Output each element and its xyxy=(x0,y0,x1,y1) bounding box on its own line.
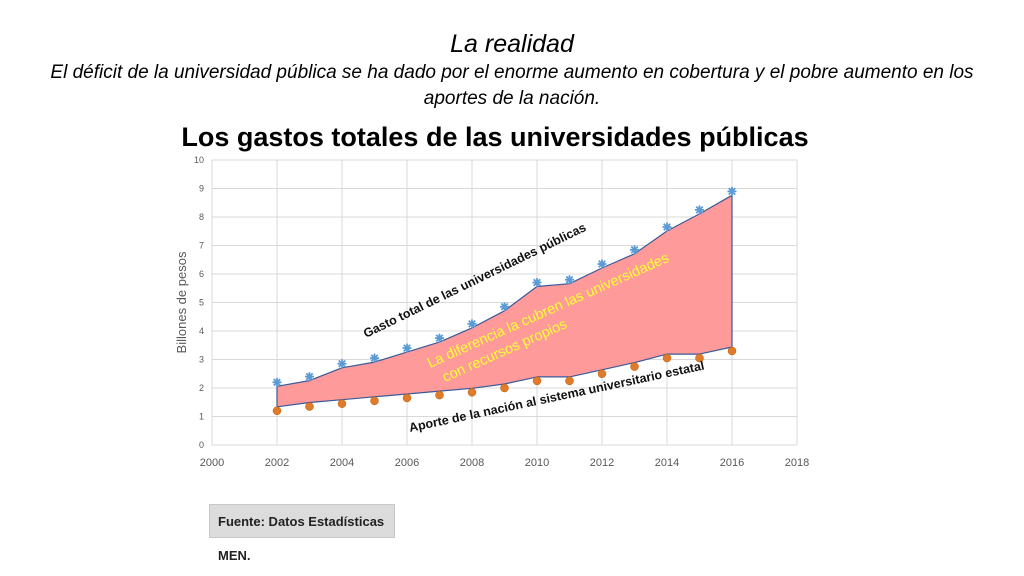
slide-title: La realidad xyxy=(450,30,574,58)
gasto-total-point xyxy=(272,377,282,387)
aporte-point xyxy=(597,369,607,378)
y-tick-label: 7 xyxy=(199,241,204,251)
aporte-point xyxy=(695,353,704,363)
y-axis-label: Billones de pesos xyxy=(174,251,189,353)
aporte-point xyxy=(435,390,444,400)
aporte-point xyxy=(500,383,509,393)
aporte-point xyxy=(532,376,542,386)
aporte-point xyxy=(630,362,639,371)
aporte-point xyxy=(305,402,314,411)
slide-subtitle: El déficit de la universidad pública se … xyxy=(50,62,974,109)
y-tick-label: 2 xyxy=(199,383,204,393)
aporte-point xyxy=(370,396,379,406)
x-tick-label: 2014 xyxy=(655,457,679,469)
x-tick-label: 2016 xyxy=(720,457,744,469)
x-tick-label: 2018 xyxy=(785,457,809,469)
y-tick-label: 6 xyxy=(199,269,204,279)
aporte-point xyxy=(272,406,282,416)
gasto-total-point xyxy=(597,259,607,269)
gasto-total-point xyxy=(435,333,444,343)
slide-heading: La realidad El déficit de la universidad… xyxy=(30,28,994,112)
gasto-total-point xyxy=(695,205,704,215)
aporte-point xyxy=(727,346,737,356)
aporte-point xyxy=(662,353,672,363)
x-tick-label: 2004 xyxy=(330,457,354,469)
aporte-point xyxy=(337,399,347,408)
y-tick-label: 4 xyxy=(199,326,204,336)
x-tick-label: 2008 xyxy=(460,457,484,469)
gasto-total-point xyxy=(370,353,379,363)
x-tick-label: 2012 xyxy=(590,457,614,469)
gasto-total-point xyxy=(337,359,347,369)
gasto-total-point xyxy=(662,222,672,232)
aporte-point xyxy=(402,393,412,403)
y-tick-label: 9 xyxy=(199,184,204,194)
x-tick-label: 2006 xyxy=(395,457,419,469)
gasto-total-point xyxy=(305,372,314,382)
gasto-total-point xyxy=(565,275,574,285)
aporte-point xyxy=(467,388,477,397)
gasto-total-point xyxy=(402,343,412,353)
x-tick-label: 2002 xyxy=(265,457,289,469)
y-tick-label: 5 xyxy=(199,298,204,308)
y-tick-label: 8 xyxy=(199,212,204,222)
x-tick-label: 2000 xyxy=(200,457,224,469)
gasto-total-point xyxy=(630,245,639,255)
y-tick-label: 10 xyxy=(194,155,204,165)
gasto-total-point xyxy=(500,302,509,312)
y-tick-label: 1 xyxy=(199,412,204,422)
chart-title: Los gastos totales de las universidades … xyxy=(181,122,809,152)
x-tick-label: 2010 xyxy=(525,457,549,469)
y-tick-label: 0 xyxy=(199,440,204,450)
source-note: Fuente: Datos Estadísticas MEN. xyxy=(209,504,395,563)
y-tick-label: 3 xyxy=(199,355,204,365)
gasto-total-point xyxy=(727,186,737,196)
gasto-total-point xyxy=(532,278,542,288)
gasto-total-point xyxy=(467,319,477,329)
aporte-point xyxy=(565,376,574,386)
